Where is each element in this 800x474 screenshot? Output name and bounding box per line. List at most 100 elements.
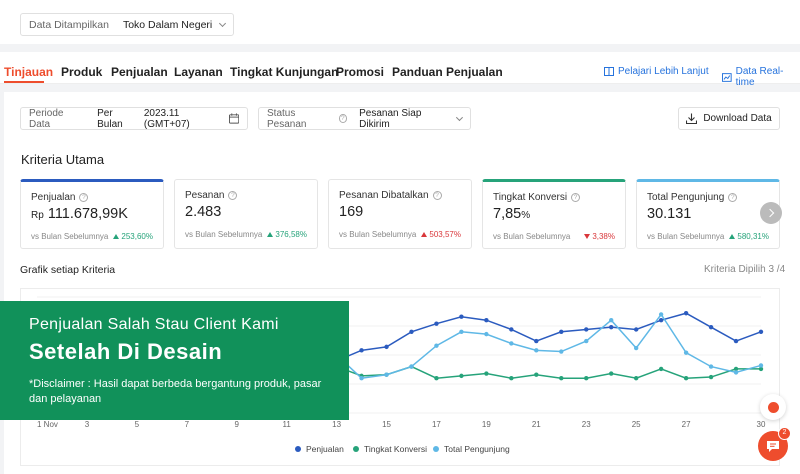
card-title: Penjualan (31, 192, 76, 203)
data-point[interactable] (484, 371, 489, 376)
data-point[interactable] (584, 376, 589, 381)
legend-item-total-pengunjung[interactable]: Total Pengunjung (433, 444, 510, 454)
data-point[interactable] (509, 376, 514, 381)
data-point[interactable] (708, 324, 714, 330)
data-point[interactable] (359, 348, 364, 353)
order-status-label: Status Pesanan (267, 107, 307, 130)
order-status-filter[interactable]: Status Pesanan ? Pesanan Siap Dikirim (258, 107, 471, 130)
data-point[interactable] (584, 338, 589, 344)
data-point[interactable] (434, 343, 439, 348)
data-point[interactable] (658, 312, 664, 317)
tab-layanan[interactable]: Layanan (174, 65, 223, 79)
data-point[interactable] (633, 327, 639, 332)
data-point[interactable] (559, 349, 564, 354)
card-comparison-label: vs Bulan Sebelumnya (185, 230, 263, 239)
data-point[interactable] (758, 366, 764, 372)
data-point[interactable] (758, 329, 764, 334)
notification-button[interactable] (760, 394, 786, 420)
data-point[interactable] (683, 311, 689, 316)
metric-card-total-pengunjung[interactable]: Total Pengunjung? 30.131 vs Bulan Sebelu… (636, 179, 780, 249)
tab-penjualan[interactable]: Penjualan (111, 65, 168, 79)
data-point[interactable] (459, 329, 464, 334)
data-point[interactable] (384, 344, 389, 350)
data-point[interactable] (409, 364, 414, 369)
data-point[interactable] (384, 372, 389, 377)
data-point[interactable] (708, 374, 714, 380)
data-point[interactable] (683, 376, 689, 381)
tab-panduan-penjualan[interactable]: Panduan Penjualan (392, 65, 503, 79)
data-point[interactable] (509, 341, 514, 346)
data-point[interactable] (509, 327, 514, 332)
chat-button[interactable]: 2 (758, 427, 791, 461)
legend-item-tingkat-konversi[interactable]: Tingkat Konversi (353, 444, 427, 454)
section-title: Kriteria Utama (21, 152, 105, 167)
data-point[interactable] (609, 324, 614, 330)
data-point[interactable] (409, 329, 414, 334)
data-point[interactable] (658, 318, 664, 323)
x-tick-label: 15 (382, 420, 391, 429)
data-point[interactable] (584, 327, 589, 332)
card-comparison-label: vs Bulan Sebelumnya (493, 232, 571, 241)
card-title: Pesanan Dibatalkan (339, 190, 429, 201)
data-point[interactable] (733, 370, 739, 375)
card-change: 580,31% (729, 232, 769, 241)
metric-card-tingkat-konversi[interactable]: Tingkat Konversi? 7,85% vs Bulan Sebelum… (482, 179, 626, 249)
tab-tingkat-kunjungan[interactable]: Tingkat Kunjungan (230, 65, 339, 79)
next-cards-button[interactable] (760, 202, 782, 224)
data-point[interactable] (484, 331, 489, 337)
data-point[interactable] (359, 376, 364, 381)
data-point[interactable] (708, 364, 714, 369)
order-status-value: Pesanan Siap Dikirim (359, 107, 422, 130)
data-point[interactable] (633, 376, 639, 381)
metric-card-penjualan[interactable]: Penjualan? Rp 111.678,99K vs Bulan Sebel… (20, 179, 164, 249)
card-currency: Rp (31, 210, 44, 221)
tab-tinjauan[interactable]: Tinjauan (4, 65, 54, 79)
banner-headline: Setelah Di Desain (29, 339, 223, 364)
card-title: Total Pengunjung (647, 192, 725, 203)
card-change-value: 3,38% (592, 232, 615, 241)
x-tick-label: 21 (532, 420, 541, 429)
download-data-label: Download Data (703, 113, 772, 124)
card-change-value: 376,58% (275, 230, 307, 239)
data-point[interactable] (733, 366, 739, 372)
metric-card-pesanan-dibatalkan[interactable]: Pesanan Dibatalkan? 169 vs Bulan Sebelum… (328, 179, 472, 249)
data-point[interactable] (534, 348, 539, 353)
data-point[interactable] (758, 363, 764, 368)
arrow-down-icon (584, 234, 591, 239)
promo-overlay-banner: Penjualan Salah Stau Client Kami Setelah… (0, 301, 349, 420)
data-point[interactable] (534, 372, 539, 377)
download-data-button[interactable]: Download Data (678, 107, 780, 130)
data-point[interactable] (459, 373, 464, 379)
legend-label: Penjualan (306, 444, 344, 454)
data-point[interactable] (733, 338, 739, 344)
data-point[interactable] (484, 318, 489, 323)
data-point[interactable] (609, 318, 614, 323)
data-point[interactable] (658, 366, 664, 372)
card-title: Tingkat Konversi (493, 192, 568, 203)
metric-card-pesanan[interactable]: Pesanan? 2.483 vs Bulan Sebelumnya 376,5… (174, 179, 318, 249)
data-point[interactable] (434, 321, 439, 326)
learn-more-link[interactable]: Pelajari Lebih Lanjut (604, 66, 709, 77)
chart-title: Grafik setiap Kriteria (20, 264, 116, 276)
data-point[interactable] (559, 376, 564, 381)
x-tick-label: 27 (682, 420, 691, 429)
card-title: Pesanan (185, 190, 225, 201)
info-icon: ? (432, 191, 442, 200)
data-point[interactable] (559, 329, 564, 334)
legend-item-penjualan[interactable]: Penjualan (295, 444, 344, 454)
data-point[interactable] (459, 314, 464, 319)
tab-produk[interactable]: Produk (61, 65, 103, 79)
data-point[interactable] (683, 350, 689, 355)
data-point[interactable] (434, 376, 439, 381)
realtime-data-link[interactable]: Data Real-time (722, 66, 800, 88)
x-tick-label: 23 (582, 420, 591, 429)
info-icon: ? (228, 191, 238, 200)
x-tick-label: 25 (632, 420, 641, 429)
period-filter[interactable]: Periode Data Per Bulan 2023.11 (GMT+07) (20, 107, 248, 130)
data-point[interactable] (534, 338, 539, 344)
tab-promosi[interactable]: Promosi (336, 65, 385, 79)
data-point[interactable] (609, 371, 614, 376)
banner-disclaimer: *Disclaimer : Hasil dapat berbeda bergan… (29, 378, 322, 405)
data-source-select[interactable]: Data Ditampilkan Toko Dalam Negeri (20, 13, 235, 36)
data-point[interactable] (633, 345, 639, 351)
